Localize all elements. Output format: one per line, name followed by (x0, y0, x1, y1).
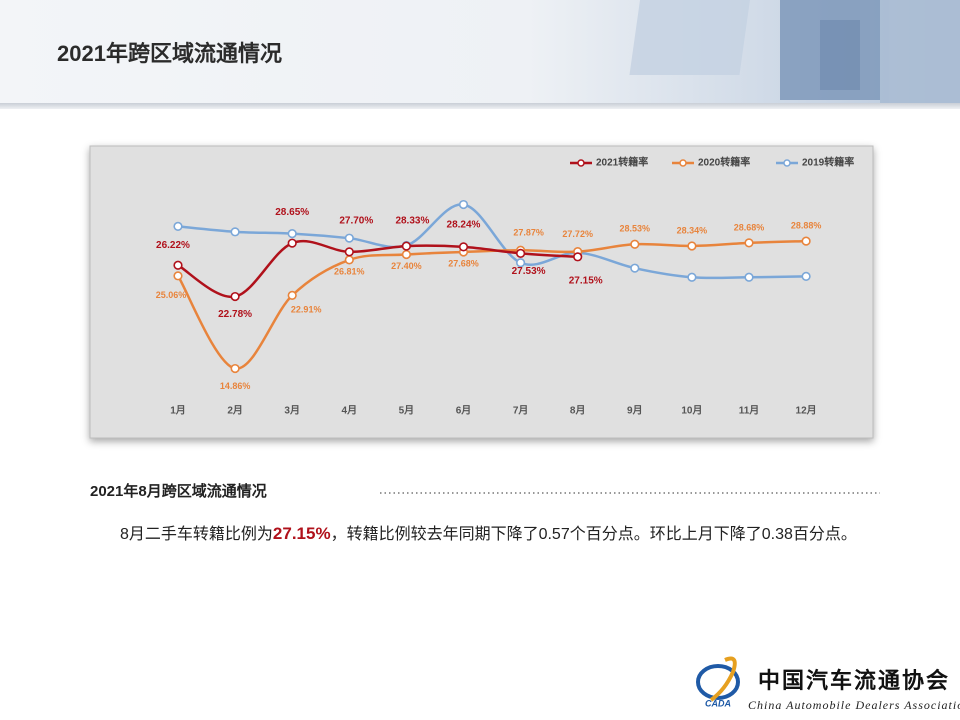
point (230, 291, 240, 302)
legend-label: 2021转籍率 (596, 156, 648, 169)
point (287, 290, 297, 300)
legend-label: 2019转籍率 (802, 156, 854, 169)
data-label: 27.40% (391, 261, 422, 271)
x-tick-label: 9月 (627, 405, 643, 417)
point (744, 272, 754, 282)
x-tick-label: 6月 (456, 405, 472, 417)
x-tick-label: 10月 (681, 405, 702, 417)
paragraph-text: ，转籍比例较去年同期下降了0.57个百分点。环比上月下降了0.38百分点。 (330, 526, 857, 543)
logo-name-en: China Automobile Dealers Association (748, 698, 960, 712)
point (458, 199, 469, 210)
data-label: 22.91% (291, 305, 322, 315)
data-label: 28.33% (395, 216, 429, 227)
point (458, 242, 469, 252)
x-tick-label: 2月 (227, 405, 243, 417)
data-label: 27.87% (513, 228, 544, 238)
data-label: 22.78% (218, 309, 252, 320)
data-label: 28.68% (734, 222, 765, 232)
chart: 1月 2月 3月 4月 5月 6月 7月 8月 9月 10月 11月 12月 2021转籍率 2020转籍… (156, 156, 855, 417)
point (344, 247, 354, 257)
legend-label: 2020转籍率 (698, 156, 750, 169)
header-cubes (629, 0, 960, 103)
slide-title: 2021年跨区域流通情况 (57, 41, 282, 66)
data-label: 28.65% (275, 207, 309, 218)
data-label: 27.68% (448, 258, 479, 268)
logo: CADA 中国汽车流通协会 China Automobile Dealers A… (696, 656, 960, 712)
data-label: 27.72% (562, 229, 593, 239)
logo-abbr: CADA (705, 698, 731, 708)
paragraph-highlight: 27.15% (272, 524, 331, 543)
legend-marker (783, 159, 791, 167)
point (344, 233, 354, 243)
data-label: 26.81% (334, 266, 365, 276)
point (687, 272, 697, 282)
section-heading: 2021年8月跨区域流通情况 (90, 482, 267, 500)
data-label: 28.88% (791, 220, 822, 230)
logo-swoosh (709, 656, 737, 702)
point (573, 252, 583, 262)
point (173, 221, 183, 231)
data-label: 28.34% (677, 225, 708, 235)
x-tick-label: 3月 (284, 405, 300, 417)
header-strip (0, 103, 960, 109)
point (173, 260, 183, 270)
chart-frame (89, 145, 874, 439)
point (230, 363, 240, 374)
legend-marker (577, 159, 585, 167)
point (630, 263, 640, 273)
point (515, 258, 526, 268)
logo-ring (696, 664, 740, 700)
point (401, 241, 412, 251)
x-tick-label: 5月 (399, 405, 415, 417)
point (173, 271, 183, 281)
x-tick-label: 1月 (170, 405, 186, 417)
point (687, 241, 697, 251)
data-label: 28.53% (620, 224, 651, 234)
point (401, 249, 412, 260)
data-label: 14.86% (220, 381, 251, 391)
x-tick-label: 8月 (570, 405, 586, 417)
data-label: 27.70% (339, 215, 373, 226)
paragraph-text: 8月二手车转籍比例为 (120, 526, 273, 543)
point (287, 229, 297, 239)
x-tick-label: 7月 (513, 405, 529, 417)
data-label: 26.22% (156, 240, 190, 251)
point (287, 238, 297, 248)
x-tick-label: 11月 (739, 405, 760, 417)
point (630, 239, 640, 249)
x-tick-label: 4月 (342, 405, 358, 417)
point (801, 271, 811, 281)
data-label: 28.24% (447, 220, 481, 231)
data-label: 27.53% (512, 266, 546, 277)
point (744, 238, 754, 248)
data-label: 27.15% (569, 275, 603, 286)
legend-marker (679, 159, 687, 167)
point (344, 255, 354, 265)
data-label: 25.06% (156, 290, 187, 300)
point (801, 236, 811, 246)
point (515, 248, 526, 258)
paragraph: 8月二手车转籍比例为27.15%，转籍比例较去年同期下降了0.57个百分点。环比… (88, 517, 898, 551)
x-tick-label: 12月 (796, 405, 817, 417)
logo-name-cn: 中国汽车流通协会 (758, 668, 950, 693)
point (230, 227, 240, 237)
